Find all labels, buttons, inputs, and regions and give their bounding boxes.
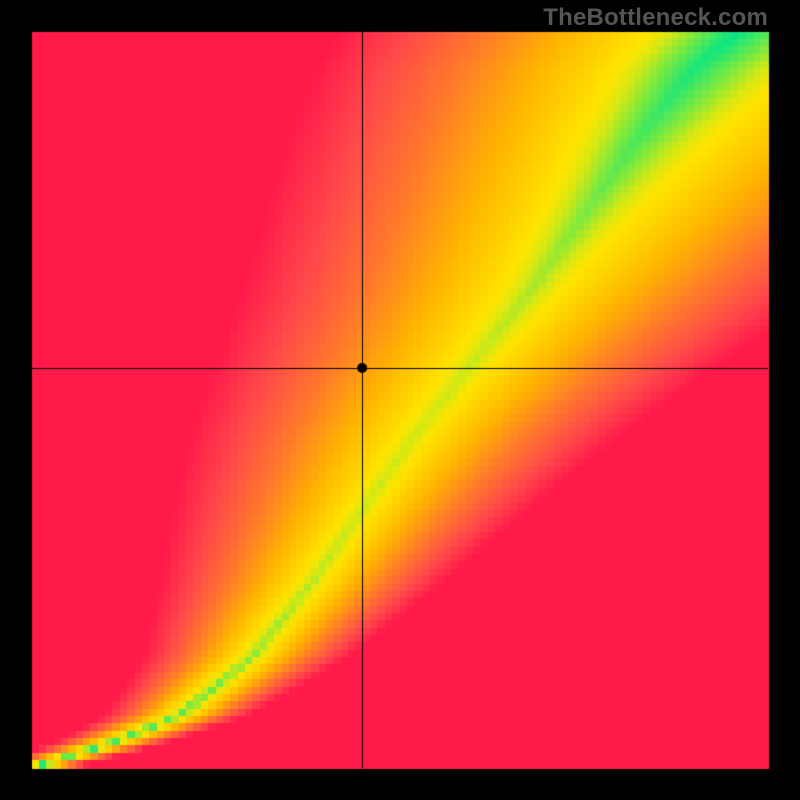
bottleneck-heatmap <box>0 0 800 800</box>
watermark-text: TheBottleneck.com <box>543 4 768 32</box>
